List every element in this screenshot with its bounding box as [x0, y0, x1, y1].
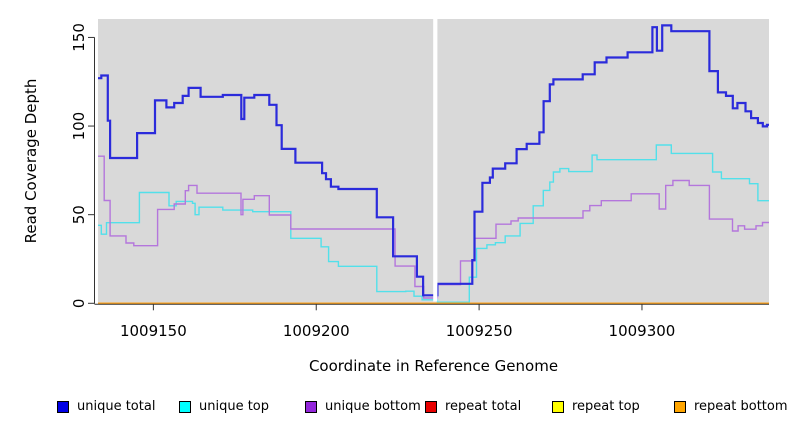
y-tick-label: 150 — [70, 23, 88, 52]
legend-item-repeat-bottom: repeat bottom — [674, 399, 788, 414]
legend-item-repeat-top: repeat top — [552, 399, 640, 414]
y-tick-label: 0 — [70, 299, 88, 309]
legend-item-repeat-total: repeat total — [425, 399, 521, 414]
y-axis-title: Read Coverage Depth — [22, 78, 40, 244]
repeat-bottom-swatch-icon — [674, 400, 686, 413]
legend-item-unique-top: unique top — [179, 399, 269, 414]
y-tick-label: 50 — [70, 205, 88, 224]
legend-item-unique-bottom: unique bottom — [305, 399, 421, 414]
legend-item-label: repeat total — [445, 399, 522, 414]
legend-item-label: unique total — [77, 399, 156, 414]
legend-item-label: repeat bottom — [694, 399, 788, 414]
series-line-unique-top — [98, 144, 769, 303]
x-tick-label: 1009300 — [609, 322, 676, 340]
legend-item-label: unique bottom — [325, 399, 421, 414]
series-line-unique-bottom — [98, 155, 769, 299]
unique-top-swatch-icon — [179, 400, 191, 413]
unique-total-swatch-icon — [57, 400, 69, 413]
legend: unique total unique top unique bottom re… — [0, 399, 792, 417]
x-tick-label: 1009200 — [283, 322, 350, 340]
x-tick-label: 1009250 — [446, 322, 513, 340]
y-tick-label: 100 — [70, 112, 88, 141]
series-line-unique-total — [98, 24, 769, 297]
unique-bottom-swatch-icon — [305, 400, 317, 413]
x-axis-title: Coordinate in Reference Genome — [308, 357, 559, 375]
legend-item-label: unique top — [199, 399, 270, 414]
legend-item-unique-total: unique total — [57, 399, 155, 414]
repeat-total-swatch-icon — [425, 400, 437, 413]
legend-item-label: repeat top — [572, 399, 640, 414]
x-tick-label: 1009150 — [120, 322, 187, 340]
missing-data-gap — [433, 19, 438, 302]
repeat-top-swatch-icon — [552, 400, 564, 413]
